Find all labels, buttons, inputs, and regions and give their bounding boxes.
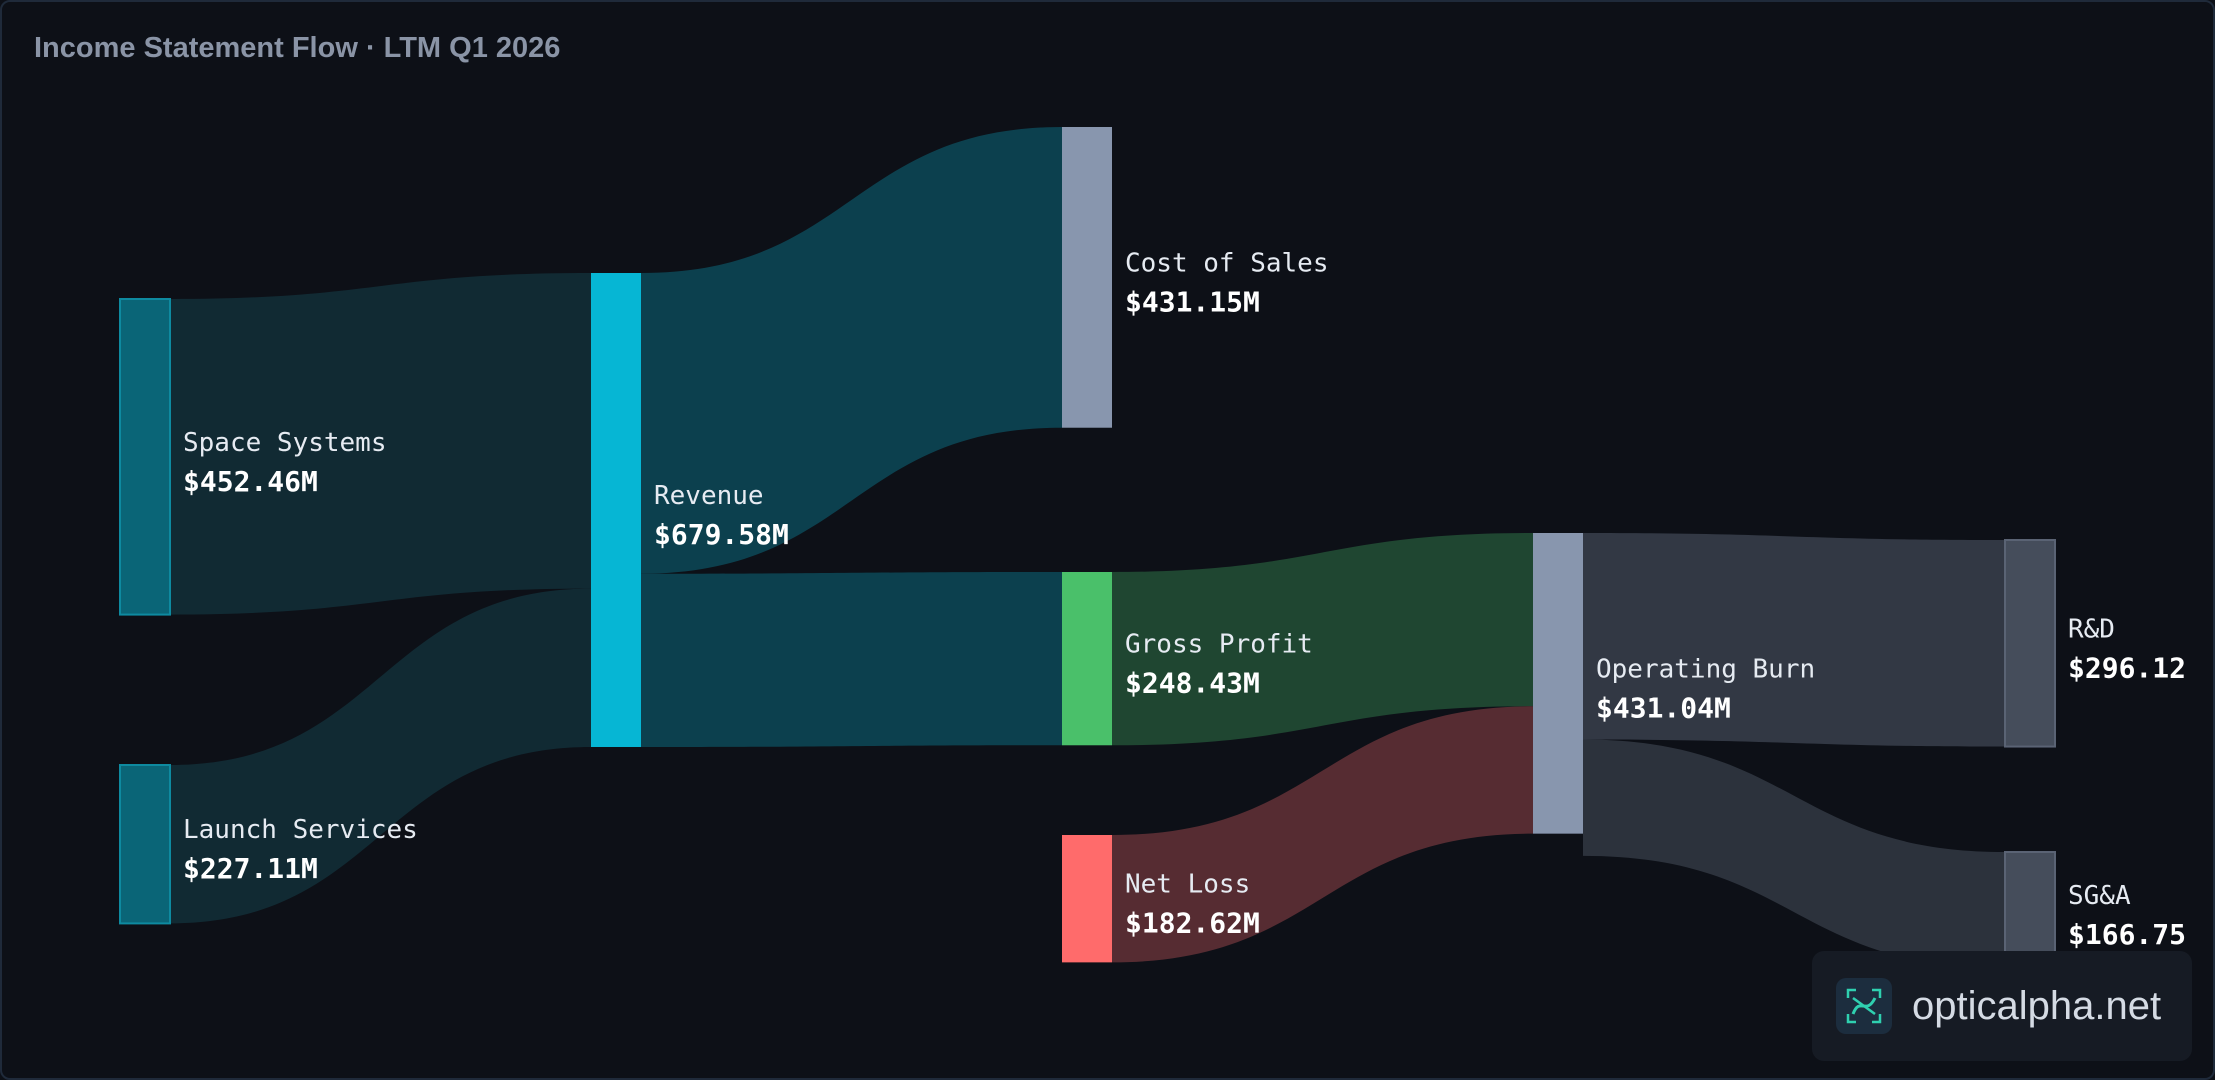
node-gross_profit[interactable] bbox=[1062, 572, 1112, 746]
node-value-net_loss: $182.62M bbox=[1125, 907, 1260, 940]
links-layer bbox=[170, 127, 2005, 969]
node-space_systems[interactable] bbox=[119, 298, 171, 616]
node-label-rnd: R&D bbox=[2068, 614, 2115, 644]
labels-layer: Space Systems $452.46M Launch Services $227… bbox=[183, 248, 2186, 951]
node-label-space_systems: Space Systems bbox=[183, 428, 387, 458]
opticalpha-logo-icon bbox=[1836, 978, 1892, 1034]
watermark[interactable]: opticalpha.net bbox=[1812, 951, 2192, 1061]
link-launch_services-to-revenue[interactable] bbox=[170, 588, 591, 924]
link-operating_burn-to-sga[interactable] bbox=[1583, 739, 2005, 969]
link-operating_burn-to-rnd[interactable] bbox=[1583, 533, 2005, 747]
node-value-launch_services: $227.11M bbox=[183, 852, 318, 885]
watermark-text: opticalpha.net bbox=[1912, 983, 2162, 1028]
node-operating_burn[interactable] bbox=[1533, 533, 1583, 834]
node-label-operating_burn: Operating Burn bbox=[1596, 654, 1815, 684]
node-label-cost_of_sales: Cost of Sales bbox=[1125, 248, 1329, 278]
link-space_systems-to-revenue[interactable] bbox=[170, 273, 591, 615]
node-value-revenue: $679.58M bbox=[654, 518, 789, 551]
node-net_loss[interactable] bbox=[1062, 835, 1112, 963]
link-net_loss-to-operating_burn[interactable] bbox=[1112, 706, 1533, 963]
nodes-layer bbox=[119, 127, 2056, 970]
node-value-space_systems: $452.46M bbox=[183, 465, 318, 498]
link-gross_profit-to-operating_burn[interactable] bbox=[1112, 533, 1533, 746]
node-label-gross_profit: Gross Profit bbox=[1125, 630, 1313, 660]
node-revenue[interactable] bbox=[591, 273, 641, 748]
node-value-rnd: $296.12 bbox=[2068, 651, 2186, 684]
node-label-sga: SG&A bbox=[2068, 881, 2131, 911]
node-label-launch_services: Launch Services bbox=[183, 815, 418, 845]
node-cost_of_sales[interactable] bbox=[1062, 127, 1112, 428]
node-value-sga: $166.75 bbox=[2068, 918, 2186, 951]
chart-title: Income Statement Flow · LTM Q1 2026 bbox=[34, 32, 561, 64]
node-label-net_loss: Net Loss bbox=[1125, 870, 1250, 900]
node-value-cost_of_sales: $431.15M bbox=[1125, 285, 1260, 318]
node-label-revenue: Revenue bbox=[654, 481, 764, 511]
node-value-operating_burn: $431.04M bbox=[1596, 691, 1731, 724]
link-revenue-to-gross_profit[interactable] bbox=[641, 572, 1062, 748]
link-revenue-to-cost_of_sales[interactable] bbox=[641, 127, 1062, 574]
node-launch_services[interactable] bbox=[119, 764, 171, 925]
node-value-gross_profit: $248.43M bbox=[1125, 667, 1260, 700]
node-rnd[interactable] bbox=[2004, 539, 2056, 748]
